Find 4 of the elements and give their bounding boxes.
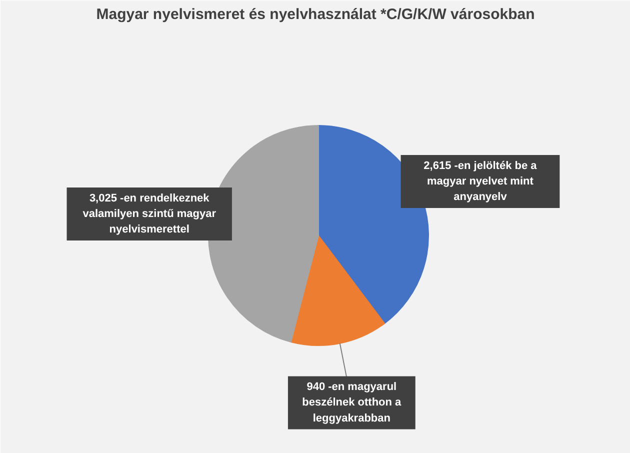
data-label: 940 -en magyarul beszélnek otthon a leggyakrabban <box>302 381 402 424</box>
chart-title: Magyar nyelvismeret és nyelvhasználat *C/G/K/W városokban <box>96 6 535 23</box>
data-label: 3,025 -en rendelkeznek valamilyen szintű magyar nyelvismerettel <box>82 192 217 236</box>
data-label: 2,615 -en jelölték be a magyar nyelvet mint anyanyelv <box>424 160 538 204</box>
